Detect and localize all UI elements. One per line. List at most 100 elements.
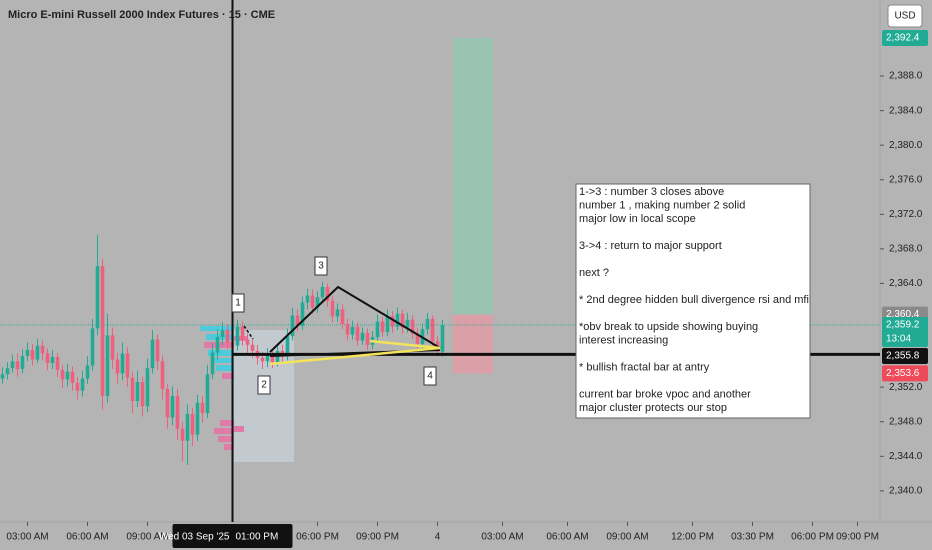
candle-body [105,335,110,396]
x-tick-label: 06:00 AM [66,532,108,543]
entry-price-label: 2,360.4 [886,309,920,320]
candle-body [90,328,95,366]
loss-zone [453,314,493,374]
point-label: 4 [427,371,433,382]
candle-body [15,361,20,370]
currency-button[interactable] [887,4,923,28]
note-line: 1->3 : number 3 closes above [579,186,724,198]
candle-body [85,365,90,379]
candle-body [30,350,35,360]
candle-body [350,326,355,335]
candle-body [70,371,75,383]
candle-body [315,297,320,308]
candle-body [395,313,400,327]
candle-body [110,335,115,360]
chart-title: Micro E-mini Russell 2000 Index Futures … [8,9,275,21]
note-line: major cluster protects our stop [579,402,727,414]
last-price-label: 2,359.2 [886,320,920,331]
y-tick-label: 2,340.0 [889,486,923,497]
note-line: current bar broke vpoc and another [579,388,751,400]
y-tick-label: 2,380.0 [889,140,923,151]
candle-body [125,353,130,378]
y-tick-label: 2,372.0 [889,209,923,220]
profit-zone [453,38,493,315]
candle-body [210,352,215,375]
note-line: * bullish fractal bar at antry [579,361,710,373]
candle-body [355,326,360,341]
x-tick-label: 06:00 AM [546,532,588,543]
candle-body [235,326,240,346]
candle-body [220,330,225,338]
candle-body [345,324,350,335]
point-labels: 1 2 3 4 [231,256,437,395]
candle-body [425,318,430,330]
candle-body [390,316,395,327]
candle-body [180,428,185,441]
candle-body [380,321,385,332]
candle-body [195,402,200,435]
x-tick-label: 03:30 PM [731,532,774,543]
candle-body [245,339,250,345]
candle-body [200,402,205,414]
target-price-label: 2,392.4 [886,33,920,44]
candle-body [415,333,420,344]
candle-body [45,353,50,363]
x-tick-label: 09:00 PM [356,532,399,543]
note-line: interest increasing [579,334,668,346]
candle-body [250,344,255,351]
y-tick-label: 2,364.0 [889,278,923,289]
candle-body [440,324,445,352]
x-tick-label: 06:00 PM [296,532,339,543]
x-tick-label: 09:00 AM [606,532,648,543]
candle-body [20,356,25,370]
point-label: 1 [235,298,241,309]
candle-body [310,295,315,308]
candle-body [175,395,180,429]
candle-body [155,339,160,362]
candle-body [130,377,135,402]
candle-body [190,413,195,435]
note-box [575,183,811,419]
point-label: 3 [318,261,324,272]
candle-body [410,319,415,334]
y-tick-label: 2,344.0 [889,451,923,462]
y-tick-label: 2,352.0 [889,382,923,393]
level-price-label: 2,355.8 [886,351,920,362]
pattern-drawing [243,285,441,366]
target-price-label-box [882,30,928,47]
x-tick-label: 09:00 AM [126,532,168,543]
candle-body [170,395,175,418]
candle-body [215,337,220,353]
candle-body [65,371,70,380]
y-tick-label: 2,388.0 [889,71,923,82]
candle-body [75,382,80,391]
candle-body [145,368,150,407]
candle-body [185,413,190,441]
crosshair-date: Wed 03 Sep '25 [159,532,230,543]
candle-body [385,316,390,332]
stop-price-label: 2,353.6 [886,368,920,379]
plot-area [0,0,880,522]
candle-body [95,266,100,329]
countdown-label: 13:04 [886,334,911,345]
candle-body [35,345,40,360]
y-tick-label: 2,376.0 [889,174,923,185]
note-line: 3->4 : return to major support [579,240,722,252]
note-line: number 1 , making number 2 solid [579,199,745,211]
candle-body [325,286,330,301]
candle-body [360,332,365,341]
candle-body [80,378,85,391]
candle-body [375,321,380,338]
y-tick-label: 2,384.0 [889,105,923,116]
candle-body [115,359,120,374]
point-label: 2 [261,380,267,391]
y-tick-label: 2,368.0 [889,244,923,255]
note-line: *obv break to upside showing buying [579,321,758,333]
candle-body [365,332,370,345]
candle-body [295,315,300,326]
x-tick-label: 03:00 AM [481,532,523,543]
x-tick-label: 4 [435,532,441,543]
candle-body [150,339,155,369]
candle-body [40,345,45,354]
